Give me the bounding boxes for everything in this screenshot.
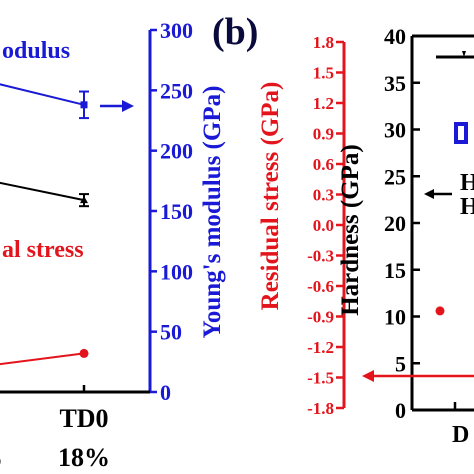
panel-b-hardness-tick-label: 10 xyxy=(384,305,406,330)
panel-b-residual-tick-label: 1.8 xyxy=(313,33,334,52)
panel-b-hardness-tick-label: 35 xyxy=(384,71,406,96)
panel-b-hardness-axis-label: Hardness (GPa) xyxy=(337,144,364,316)
panel-a-point xyxy=(80,101,88,109)
panel-a-x-sub-label: % xyxy=(0,443,3,472)
panel-b-hardness-tick-label: 20 xyxy=(384,211,406,236)
panel-b: 1.8 1.5 1.2 0.9 0.6 0.3 0.0 -0.3 -0.6 -0.9 -1.2 -1.… xyxy=(257,24,474,448)
panel-b-residual-tick-label: -0.6 xyxy=(307,277,334,296)
legend-arrowhead-icon xyxy=(424,189,434,199)
panel-b-series xyxy=(435,306,445,316)
legend-blue-marker xyxy=(454,122,468,144)
panel-a-series-line xyxy=(0,352,85,366)
panel-a: 0 50 100 150 200 250 300 0% TD0 18% odulus al st… xyxy=(0,18,226,472)
legend-fragment-1: H xyxy=(460,170,474,196)
panel-a-right-tick-label: 250 xyxy=(160,78,193,103)
red-arrowhead-icon xyxy=(362,370,374,382)
panel-b-hardness-tick-label: 25 xyxy=(384,164,406,189)
blue-arrowhead-icon xyxy=(122,100,134,112)
panel-a-right-tick-label: 50 xyxy=(160,320,182,345)
panel-a-right-axis-label: Young's modulus (GPa) xyxy=(199,86,226,339)
panel-a-right-tick-label: 200 xyxy=(160,139,193,164)
panel-b-residual-tick-label: 1.2 xyxy=(313,94,334,113)
panel-a-right-tick-label: 0 xyxy=(160,380,171,405)
panel-b-residual-tick-label: -1.5 xyxy=(307,369,334,388)
panel-b-hardness-tick-label: 0 xyxy=(395,398,406,423)
panel-a-series xyxy=(0,83,89,366)
panel-b-hardness-tick-label: 40 xyxy=(384,24,406,49)
panel-a-right-tick-label: 150 xyxy=(160,199,193,224)
panel-a-series-line xyxy=(0,83,85,106)
panel-a-point xyxy=(80,196,88,204)
panel-b-hardness-tick-label: 5 xyxy=(395,351,406,376)
legend-fragment-2: H xyxy=(460,194,474,220)
panel-b-hardness-tick-label: 30 xyxy=(384,118,406,143)
panel-b-residual-tick-label: 0.9 xyxy=(313,125,334,144)
panel-b-residual-ticks: 1.8 1.5 1.2 0.9 0.6 0.3 0.0 -0.3 -0.6 -0.9 -1.2 -1.… xyxy=(307,33,344,418)
panel-b-residual-axis-label: Residual stress (GPa) xyxy=(257,82,284,311)
panel-b-x-tick-label: D xyxy=(452,422,469,448)
panel-a-annotation-stress: al stress xyxy=(2,237,84,263)
panel-b-residual-tick-label: -1.2 xyxy=(307,338,334,357)
panel-b-residual-tick-label: 0.6 xyxy=(313,155,334,174)
panel-b-hardness-tick-label: 15 xyxy=(384,258,406,283)
panel-b-residual-tick-label: -0.3 xyxy=(307,247,334,266)
panel-a-x-sub-label: 18% xyxy=(58,443,110,472)
panel-a-x-tick-label: TD0 xyxy=(59,404,108,433)
panel-b-residual-tick-label: 1.5 xyxy=(313,64,334,83)
panel-b-residual-tick-label: 0.0 xyxy=(313,216,334,235)
panel-b-residual-tick-label: -1.8 xyxy=(307,399,334,418)
panel-b-residual-tick-label: -0.9 xyxy=(307,308,334,327)
panel-a-annotation-modulus: odulus xyxy=(2,38,70,64)
panel-b-label: (b) xyxy=(212,11,258,53)
panel-a-right-tick-label: 100 xyxy=(160,259,193,284)
panel-a-right-ticks: 0 50 100 150 200 250 300 xyxy=(150,18,193,405)
panel-a-point xyxy=(79,348,89,358)
panel-b-residual-tick-label: 0.3 xyxy=(313,186,334,205)
panel-b-hardness-ticks: 0 5 10 15 20 25 30 35 40 xyxy=(384,24,457,423)
panel-a-series-line xyxy=(0,181,85,202)
panel-a-right-tick-label: 300 xyxy=(160,18,193,43)
legend-marker-1 xyxy=(462,51,466,57)
panel-b-point xyxy=(435,306,445,316)
